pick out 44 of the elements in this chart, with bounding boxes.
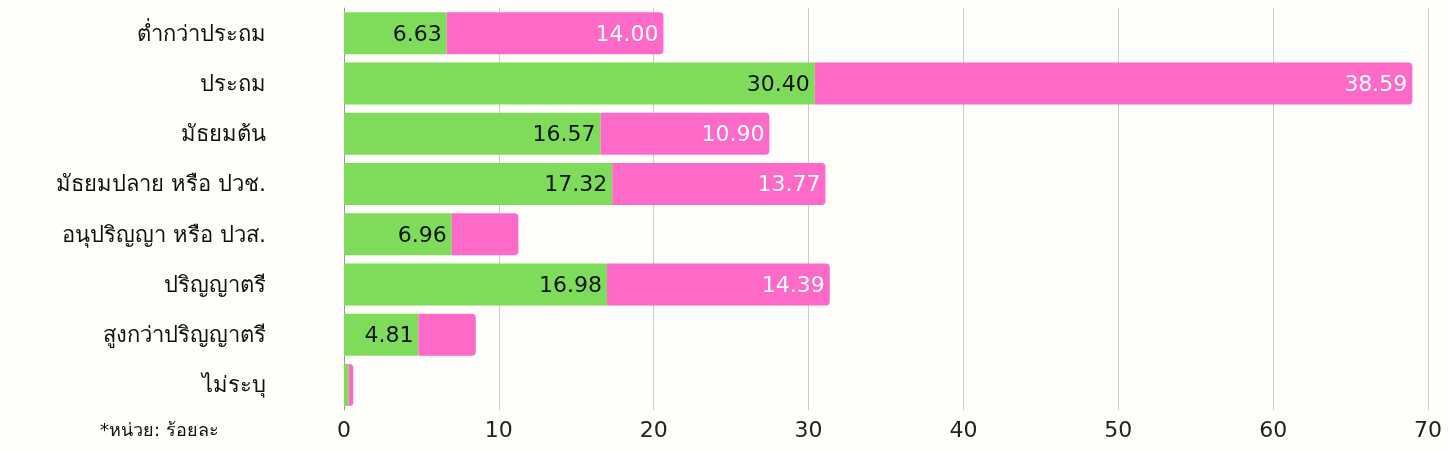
y-tick-label: ประถม (200, 70, 266, 96)
y-tick-label: มัธยมปลาย หรือ ปวช. (56, 171, 266, 197)
data-label: 17.32 (544, 171, 608, 197)
y-tick-label: สูงกว่าปริญญาตรี (103, 322, 266, 349)
data-label: 6.63 (392, 20, 442, 46)
y-tick-label: ไม่ระบุ (200, 372, 266, 399)
data-label: 30.40 (746, 70, 810, 96)
data-label: 16.98 (538, 271, 602, 297)
x-tick-label: 50 (1104, 416, 1133, 442)
y-tick-label: มัธยมต้น (181, 121, 266, 147)
data-label: 14.39 (761, 271, 825, 297)
bar (606, 263, 830, 306)
x-tick-label: 60 (1259, 416, 1288, 442)
x-tick-label: 10 (484, 416, 513, 442)
bar (344, 363, 349, 406)
data-label: 14.00 (595, 20, 659, 46)
text: *หน่วย: ร้อยละ (100, 418, 219, 440)
data-label: 6.96 (397, 221, 447, 247)
x-tick-label: 30 (794, 416, 823, 442)
bar (612, 162, 826, 205)
x-tick-label: 0 (337, 416, 351, 442)
data-label: 13.77 (757, 171, 821, 197)
bar (451, 213, 519, 256)
data-label: 10.90 (701, 121, 765, 147)
data-label: 4.81 (364, 322, 414, 348)
bar (344, 112, 601, 155)
y-tick-label: อนุปริญญา หรือ ปวส. (62, 221, 266, 248)
x-tick-label: 70 (1414, 416, 1442, 442)
bar (600, 112, 770, 155)
bar (446, 12, 664, 55)
bar (814, 62, 1413, 105)
bar (344, 162, 613, 205)
bar (344, 62, 815, 105)
y-tick-label: ปริญญาตรี (164, 271, 266, 297)
x-tick-label: 40 (949, 416, 978, 442)
data-label: 38.59 (1344, 70, 1408, 96)
data-label: 16.57 (532, 121, 596, 147)
bar (344, 213, 452, 256)
bar (418, 313, 476, 356)
x-tick-label: 20 (639, 416, 668, 442)
bar (344, 313, 419, 356)
bar (344, 263, 607, 306)
bar (344, 12, 447, 55)
y-tick-label: ต่ำกว่าประถม (137, 17, 266, 46)
